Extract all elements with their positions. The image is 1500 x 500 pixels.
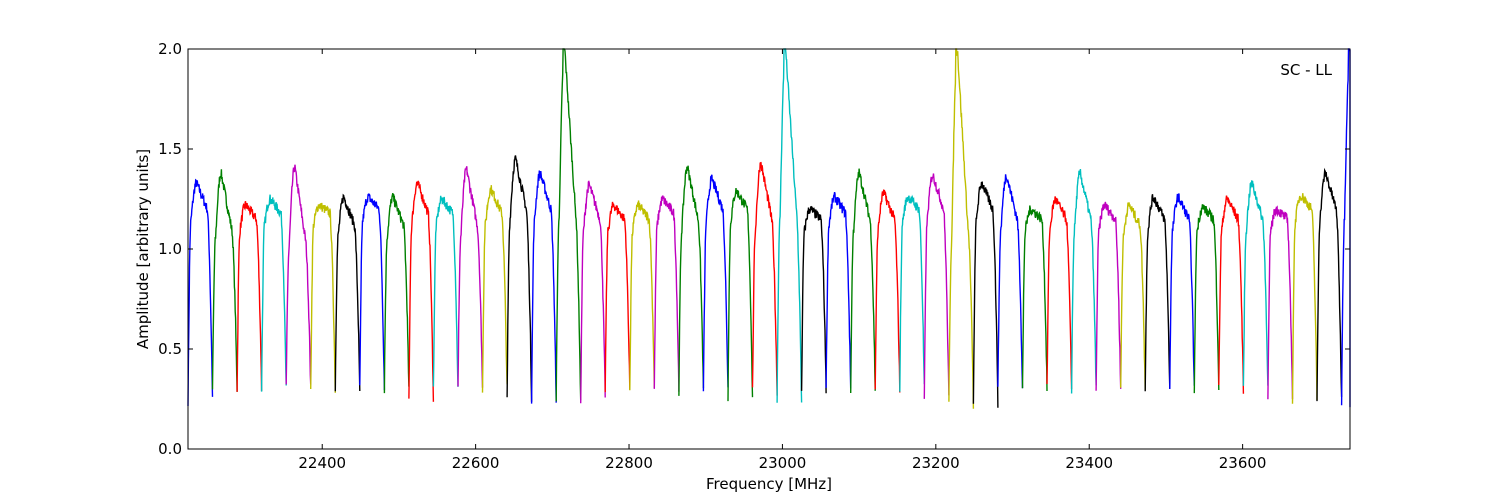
series-line: [1316, 167, 1343, 402]
series-line: [653, 195, 680, 392]
x-tick-label: 23000: [759, 454, 807, 472]
series-line: [1021, 205, 1048, 392]
series-line: [310, 202, 336, 393]
series-line: [678, 165, 705, 396]
series-line: [481, 185, 508, 393]
series-line: [285, 164, 312, 385]
series-line: [1242, 180, 1269, 386]
x-tick-label: 23600: [1219, 454, 1267, 472]
series-line: [1120, 202, 1146, 391]
x-tick-label: 22400: [298, 454, 346, 472]
series-line: [408, 180, 435, 402]
series-line: [972, 181, 999, 408]
series-line: [751, 161, 778, 396]
x-axis-label: Frequency [MHz]: [706, 475, 832, 493]
series-line: [776, 48, 803, 403]
series-line: [702, 174, 729, 392]
series-line: [948, 48, 975, 409]
series-line: [727, 187, 754, 402]
series-line: [850, 168, 876, 394]
series-line: [825, 191, 852, 389]
x-tick-label: 23200: [912, 454, 960, 472]
series-line: [629, 200, 655, 391]
series-line: [334, 193, 361, 392]
series-line: [1070, 169, 1097, 394]
y-tick-label: 0.0: [158, 440, 182, 458]
y-tick-label: 2.0: [158, 40, 182, 58]
y-axis-label: Amplitude [arbitrary units]: [134, 149, 152, 349]
series-line: [1291, 193, 1318, 404]
x-tick-label: 22800: [605, 454, 653, 472]
series-line: [1144, 194, 1171, 392]
series-line: [506, 155, 533, 402]
series-line: [359, 192, 386, 391]
y-tick-label: 1.0: [158, 240, 182, 258]
series-line: [555, 48, 582, 402]
series-line: [1046, 196, 1073, 390]
series-line: [1169, 193, 1195, 390]
x-axis: 22400 22600 22800 23000 23200 23400 23600: [298, 49, 1266, 472]
series-line: [383, 192, 410, 394]
series-line: [530, 170, 557, 404]
series-line: [236, 201, 263, 392]
x-tick-label: 22600: [452, 454, 500, 472]
series-line: [580, 180, 606, 404]
chart-annotation: SC - LL: [1280, 61, 1332, 79]
series-line: [1218, 195, 1245, 394]
series-line: [604, 201, 631, 393]
series-line: [874, 189, 901, 393]
series-line: [997, 174, 1024, 389]
series-line: [800, 205, 827, 394]
series-line: [432, 195, 459, 387]
y-axis: 0.0 0.5 1.0 1.5 2.0: [158, 40, 1350, 458]
y-tick-label: 1.5: [158, 140, 182, 158]
series-line: [187, 178, 214, 407]
series-line: [1095, 201, 1122, 391]
series-line: [899, 194, 925, 392]
series-line: [260, 194, 287, 392]
series-line: [457, 166, 484, 388]
plot-background: [188, 49, 1350, 449]
series-layer: [187, 48, 1351, 409]
series-line: [1267, 205, 1294, 400]
series-line: [1193, 204, 1220, 394]
series-line: [923, 173, 950, 399]
series-line: [211, 169, 238, 392]
y-tick-label: 0.5: [158, 340, 182, 358]
x-tick-label: 23400: [1065, 454, 1113, 472]
